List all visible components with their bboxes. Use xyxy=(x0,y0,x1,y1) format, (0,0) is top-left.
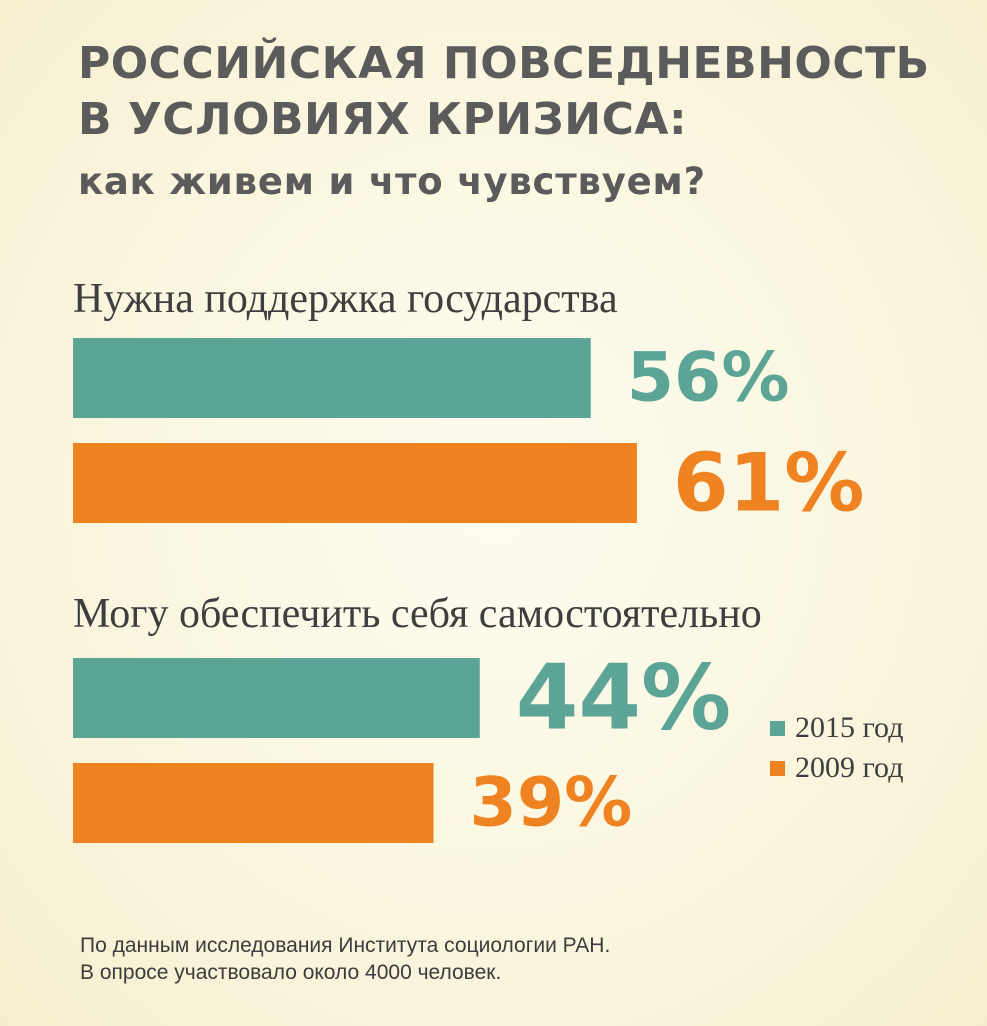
category-label-state-support: Нужна поддержка государства xyxy=(73,276,618,322)
footnote-sample: В опросе участвовало около 4000 человек. xyxy=(80,961,502,984)
legend-swatch-2015 xyxy=(770,720,785,736)
legend-swatch-2009 xyxy=(770,760,785,776)
title-line-2: В УСЛОВИЯХ КРИЗИСА: xyxy=(78,94,688,145)
footnote-source: По данным исследования Института социоло… xyxy=(80,934,611,957)
bar-self-sufficient-2015 xyxy=(73,658,480,738)
subtitle: как живем и что чувствуем? xyxy=(78,160,706,203)
category-label-self-sufficient: Могу обеспечить себя самостоятельно xyxy=(73,591,762,637)
bar-self-sufficient-2009 xyxy=(73,763,434,843)
legend-item-2009: 2009 год xyxy=(770,748,903,788)
value-label-self-sufficient-2009: 39% xyxy=(470,764,633,843)
bar-state-support-2009 xyxy=(73,443,637,523)
legend-label-2009: 2009 год xyxy=(795,751,904,784)
title-line-1: РОССИЙСКАЯ ПОВСЕДНЕВНОСТЬ xyxy=(78,38,930,89)
legend-item-2015: 2015 год xyxy=(770,708,903,748)
value-label-state-support-2009: 61% xyxy=(673,437,864,530)
bar-state-support-2015 xyxy=(73,338,591,418)
value-label-state-support-2015: 56% xyxy=(627,339,790,418)
legend: 2015 год 2009 год xyxy=(770,708,903,788)
legend-label-2015: 2015 год xyxy=(795,711,904,744)
value-label-self-sufficient-2015: 44% xyxy=(516,646,731,751)
